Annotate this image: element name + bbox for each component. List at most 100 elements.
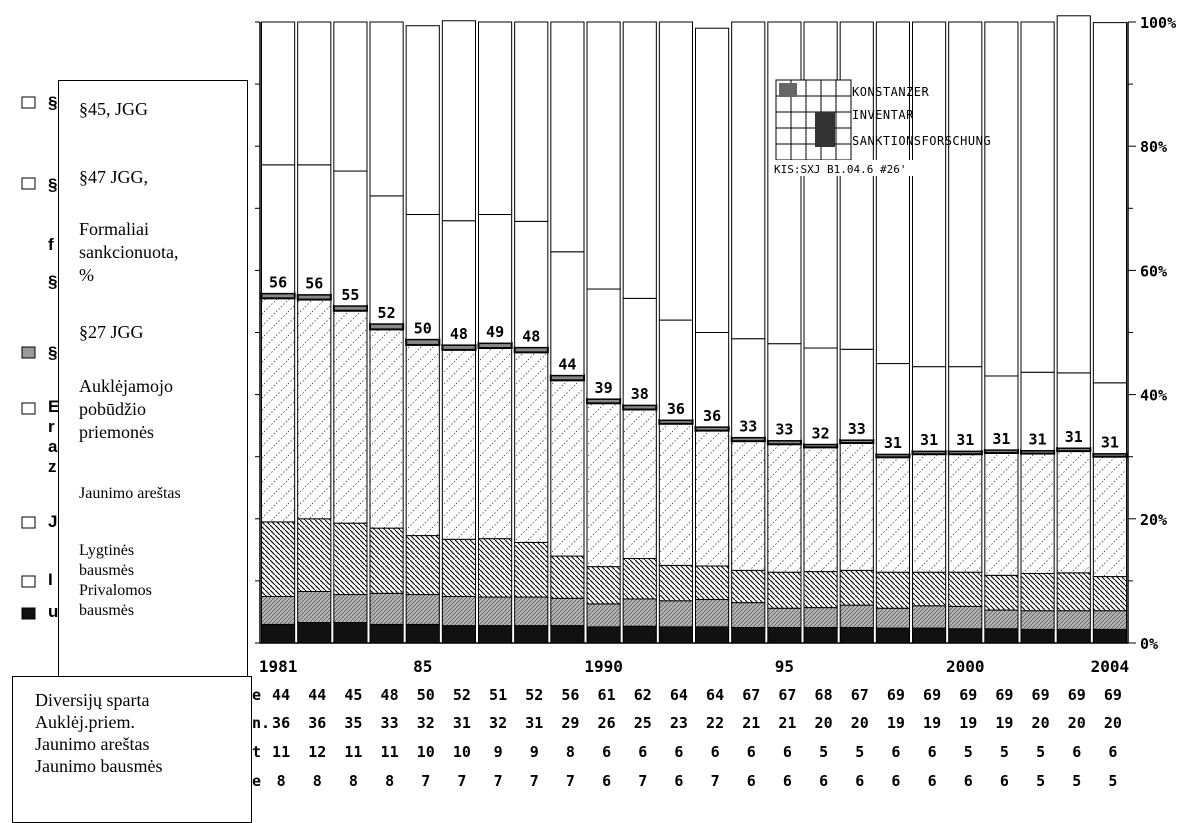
legend-swatch [21,177,36,190]
legend-item-lygtines1: Lygtinės [79,542,135,559]
bar-segment [261,595,296,625]
table-cell: 32 [417,714,435,732]
legend-edge-char: f [48,235,54,254]
x-tick-label: 85 [413,657,432,676]
table-cell: 33 [381,714,399,732]
bar-segment [333,622,368,644]
bar-label: 33 [775,421,793,439]
bar-segment [297,622,332,644]
table-cell: 26 [598,714,616,732]
bar-segment [478,538,513,598]
legend-edge-char: § [48,343,57,362]
table-cell: 20 [1104,714,1122,732]
bar-segment [1092,22,1128,384]
bar-segment [441,343,477,351]
table-cell: 52 [525,686,543,704]
bar-segment [477,342,513,350]
bar-segment [550,625,585,644]
bar-segment [586,603,621,628]
bar-segment [803,21,838,349]
table-line-arestas: Jaunimo areštas [35,734,150,754]
bar-segment [912,571,947,607]
legend-edge-char: E [48,397,59,416]
legend-edge-char: z [48,457,57,476]
bar-label: 38 [631,385,649,403]
y-tick-label: 20% [1140,511,1167,529]
bar-label: 31 [920,431,938,449]
bar-segment [948,605,983,630]
table-cell: 12 [308,743,326,761]
bar-segment [766,439,802,446]
bar-segment [731,21,766,340]
table-cell: 9 [530,743,539,761]
bar-segment [767,571,802,609]
table-cell: 20 [1032,714,1050,732]
table-cell: 6 [1072,743,1081,761]
bar-segment [478,347,513,540]
bar-segment [984,574,1019,611]
bar-segment [1092,610,1128,630]
table-cell: 51 [489,686,507,704]
table-cell: 19 [959,714,977,732]
bar-segment [297,21,332,166]
table-cell: 6 [783,743,792,761]
table-cell: 69 [995,686,1013,704]
table-legend-box: Diversijų sparta Auklėj.priem. Jaunimo a… [12,676,252,823]
bar-segment [441,20,477,222]
table-cell: 61 [598,686,616,704]
bar-segment [1020,371,1055,451]
bar-segment [912,366,947,452]
legend-edge-char: a [48,437,58,456]
table-cell: 5 [819,743,828,761]
bar-segment [333,522,368,596]
table-cell: 6 [711,743,720,761]
bar-segment [369,322,405,331]
bar-label: 48 [522,327,540,345]
bar-segment [441,220,477,346]
bar-segment [478,596,513,627]
bar-segment [695,430,730,567]
bar-label: 33 [739,417,757,435]
legend-item-lygtines2: bausmės [79,562,135,579]
table-cell: 31 [453,714,471,732]
bar-segment [333,594,368,624]
bar-segment [550,379,585,557]
bar-segment [912,453,947,573]
bar-segment [1056,572,1091,612]
bar-segment [369,527,404,594]
bar-segment [369,195,404,325]
table-cell: 6 [1000,772,1009,790]
bar-label: 52 [378,304,396,322]
table-cell: 68 [815,686,833,704]
legend-item-arestas: Jaunimo areštas [79,485,181,502]
bar-label: 44 [558,355,576,373]
table-cell: 67 [742,686,760,704]
bar-segment [514,220,549,348]
bar-segment [1056,372,1091,449]
table-cell: 5 [855,743,864,761]
y-tick-label: 80% [1140,138,1167,156]
table-cell: 69 [1068,686,1086,704]
legend-edge-char: I [48,570,53,589]
bar-label: 31 [992,430,1010,448]
bar-segment [441,595,477,627]
bar-segment [948,21,983,368]
bar-label: 50 [414,319,432,337]
legend-item-privalomos1: Privalomos [79,582,152,599]
bar-segment [1092,456,1128,578]
bar-segment [478,625,513,644]
bar-segment [550,597,585,627]
table-cell: 7 [638,772,647,790]
table-row-prefix: e [252,772,261,790]
bar-segment [261,297,296,523]
table-cell: 6 [855,772,864,790]
x-tick-label: 1990 [584,657,623,676]
table-cell: 7 [457,772,466,790]
table-cell: 6 [602,772,611,790]
legend-edge-char: § [48,93,57,112]
table-line-aukl: Auklėj.priem. [35,712,135,732]
table-row-prefix: t [252,743,261,761]
legend: §45, JGG §47 JGG, Formaliai sankcionuota… [58,80,248,677]
bar-label: 56 [269,273,287,291]
bar-segment [1092,576,1128,612]
